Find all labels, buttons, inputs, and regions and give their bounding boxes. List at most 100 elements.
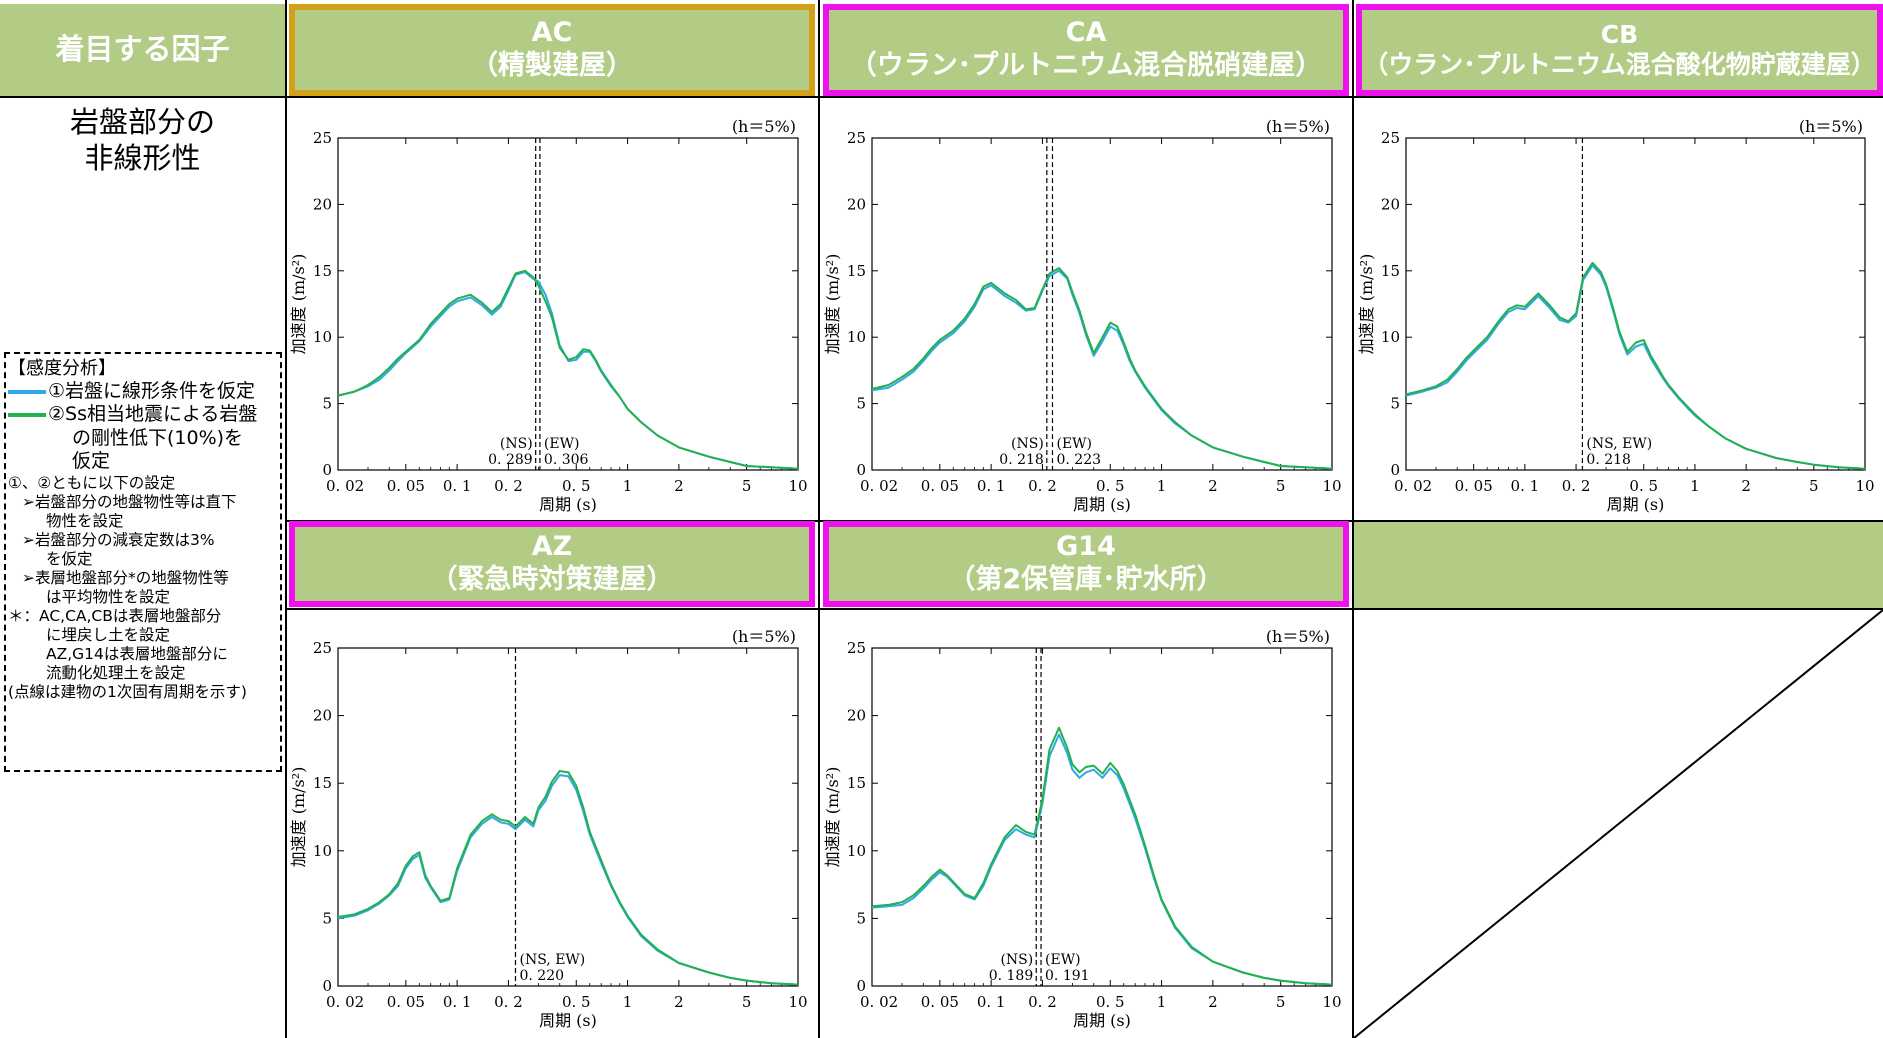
- x-tick-label: 0. 05: [387, 993, 425, 1011]
- y-tick-label: 15: [1381, 262, 1400, 280]
- y-tick-label: 20: [847, 707, 866, 725]
- x-tick-label: 0. 1: [977, 993, 1006, 1011]
- legend-common: ①、②ともに以下の設定: [8, 473, 176, 492]
- building-code: CA: [1065, 17, 1107, 49]
- y-tick-label: 10: [313, 328, 332, 346]
- building-name: （精製建屋）: [471, 50, 633, 81]
- x-tick-label: 0. 2: [1028, 477, 1057, 495]
- header-cell-ac: AC （精製建屋）: [289, 4, 815, 96]
- series-line-stiffness-reduced: [1405, 261, 1866, 470]
- x-tick-label: 0. 02: [1394, 477, 1432, 495]
- x-tick-label: 0. 2: [494, 477, 523, 495]
- y-tick-label: 15: [313, 774, 332, 792]
- plot-frame: [871, 137, 1333, 471]
- grid-line: [1352, 0, 1354, 1038]
- y-axis-title: 加速度 (m/s²): [823, 254, 842, 355]
- x-tick-label: 0. 2: [494, 993, 523, 1011]
- factor-header-label: 着目する因子: [55, 32, 230, 67]
- legend-footnote: (点線は建物の1次固有周期を示す): [8, 683, 247, 702]
- legend-item-2-label: ②Ss相当地震による岩盤: [48, 403, 258, 426]
- legend-bullet: ➢表層地盤部分*の地盤物性等: [22, 568, 229, 587]
- legend-box: 【感度分析】 ①岩盤に線形条件を仮定 ②Ss相当地震による岩盤 の剛性低下(10…: [4, 352, 282, 772]
- period-marker-label: (EW): [1056, 436, 1092, 452]
- y-tick-label: 10: [313, 842, 332, 860]
- y-tick-label: 25: [1381, 129, 1400, 147]
- legend-title: 【感度分析】: [8, 358, 116, 379]
- plot-frame: [1405, 137, 1866, 471]
- x-tick-label: 0. 05: [921, 993, 959, 1011]
- x-tick-label: 10: [788, 477, 807, 495]
- building-name: （第2保管庫･貯水所）: [948, 564, 1224, 595]
- period-marker-value: 0. 189: [989, 968, 1034, 984]
- building-name: （緊急時対策建屋）: [430, 564, 674, 595]
- period-marker-label: (NS): [1011, 436, 1044, 452]
- legend-swatch-green: [8, 412, 46, 417]
- legend-swatch-blue: [8, 389, 46, 394]
- y-tick-label: 5: [1390, 395, 1400, 413]
- header-cell-g14: G14 （第2保管庫･貯水所）: [823, 521, 1349, 607]
- y-tick-label: 0: [856, 461, 866, 479]
- x-tick-label: 0. 5: [1096, 477, 1125, 495]
- legend-note-cont: AZ,G14は表層地盤部分に: [46, 645, 228, 664]
- y-axis-title: 加速度 (m/s²): [289, 254, 308, 355]
- x-tick-label: 0. 5: [562, 993, 591, 1011]
- legend-item-2-cont: 仮定: [72, 450, 111, 473]
- x-tick-label: 1: [1157, 993, 1167, 1011]
- y-tick-label: 10: [847, 842, 866, 860]
- period-marker-value: 0. 191: [1045, 968, 1090, 984]
- grid-line: [287, 608, 1883, 610]
- building-name: （ウラン･プルトニウム混合酸化物貯蔵建屋）: [1363, 50, 1876, 79]
- damping-label: (h＝5%): [732, 627, 796, 646]
- x-tick-label: 2: [1741, 477, 1751, 495]
- x-tick-label: 0. 02: [326, 993, 364, 1011]
- period-marker-value: 0. 289: [488, 452, 533, 468]
- period-marker-label: (NS, EW): [1586, 436, 1652, 452]
- plot-frame: [337, 647, 799, 987]
- grid-line: [285, 0, 287, 1038]
- x-tick-label: 5: [1276, 993, 1286, 1011]
- y-axis-title: 加速度 (m/s²): [823, 767, 842, 868]
- period-marker-value: 0. 220: [519, 968, 564, 984]
- row-label-line1: 岩盤部分の: [69, 105, 215, 139]
- period-marker-label: (EW): [1045, 952, 1081, 968]
- header-cell-cb: CB （ウラン･プルトニウム混合酸化物貯蔵建屋）: [1356, 4, 1883, 96]
- y-tick-label: 20: [313, 707, 332, 725]
- damping-label: (h＝5%): [1266, 627, 1330, 646]
- legend-note-cont: に埋戻し土を設定: [46, 626, 171, 645]
- x-tick-label: 5: [1809, 477, 1819, 495]
- row-label-line2: 非線形性: [84, 141, 201, 176]
- x-tick-label: 0. 5: [1096, 993, 1125, 1011]
- x-tick-label: 2: [1208, 477, 1218, 495]
- x-tick-label: 2: [1208, 993, 1218, 1011]
- damping-label: (h＝5%): [1799, 117, 1863, 136]
- x-tick-label: 0. 2: [1562, 477, 1591, 495]
- y-tick-label: 10: [1381, 328, 1400, 346]
- period-marker-value: 0. 218: [1586, 452, 1631, 468]
- x-tick-label: 0. 1: [443, 993, 472, 1011]
- y-tick-label: 25: [847, 639, 866, 657]
- empty-cell-diagonal: [1354, 610, 1883, 1038]
- x-axis-title: 周期 (s): [1073, 1011, 1131, 1030]
- damping-label: (h＝5%): [732, 117, 796, 136]
- legend-bullet: ➢岩盤部分の地盤物性等は直下: [22, 492, 237, 511]
- x-tick-label: 0. 02: [326, 477, 364, 495]
- y-tick-label: 25: [313, 129, 332, 147]
- x-tick-label: 1: [1157, 477, 1167, 495]
- x-tick-label: 1: [623, 477, 633, 495]
- x-tick-label: 1: [1690, 477, 1700, 495]
- y-tick-label: 15: [847, 262, 866, 280]
- x-tick-label: 0. 5: [1629, 477, 1658, 495]
- y-tick-label: 0: [322, 977, 332, 995]
- factor-header: 着目する因子: [0, 4, 285, 96]
- series-line-stiffness-reduced: [871, 267, 1333, 470]
- x-axis-title: 周期 (s): [1607, 495, 1665, 514]
- series-line-linear: [871, 269, 1333, 470]
- y-tick-label: 20: [313, 195, 332, 213]
- series-line-stiffness-reduced: [871, 726, 1333, 986]
- series-line-stiffness-reduced: [337, 770, 799, 986]
- period-marker-label: (NS): [500, 436, 533, 452]
- y-tick-label: 0: [856, 977, 866, 995]
